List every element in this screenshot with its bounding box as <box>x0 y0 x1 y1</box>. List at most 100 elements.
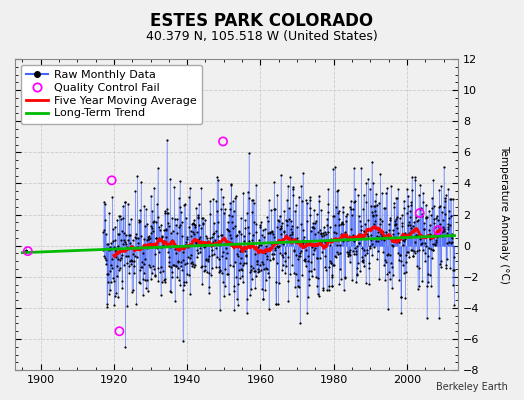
Y-axis label: Temperature Anomaly (°C): Temperature Anomaly (°C) <box>499 145 509 284</box>
Point <box>365 242 374 249</box>
Point <box>304 253 312 259</box>
Point <box>299 240 308 246</box>
Point <box>247 276 256 283</box>
Point <box>397 310 405 316</box>
Point <box>431 241 439 248</box>
Point <box>325 283 333 289</box>
Point <box>310 266 318 272</box>
Point <box>397 294 406 300</box>
Point <box>155 224 163 230</box>
Point <box>285 238 293 244</box>
Point <box>208 247 216 254</box>
Point <box>337 276 345 282</box>
Point <box>138 244 146 251</box>
Point <box>236 214 245 221</box>
Point <box>180 201 188 208</box>
Point <box>388 230 397 237</box>
Point <box>404 203 412 209</box>
Point <box>230 307 238 314</box>
Point <box>449 267 457 273</box>
Point <box>115 266 123 273</box>
Point <box>203 239 211 246</box>
Point <box>329 262 337 269</box>
Point <box>373 233 381 239</box>
Point <box>450 254 458 260</box>
Point <box>437 183 445 189</box>
Point <box>422 315 431 322</box>
Point <box>129 251 137 258</box>
Point <box>145 235 153 242</box>
Point <box>246 263 255 270</box>
Point <box>316 230 325 236</box>
Point <box>377 229 386 235</box>
Point <box>296 253 304 260</box>
Point <box>158 278 166 285</box>
Point <box>155 249 163 256</box>
Point <box>178 248 187 255</box>
Point <box>374 229 382 236</box>
Point <box>303 200 312 206</box>
Point <box>381 205 389 212</box>
Point <box>108 264 116 271</box>
Point <box>348 206 357 212</box>
Point <box>232 274 241 281</box>
Point <box>176 178 184 185</box>
Point <box>239 190 247 196</box>
Point <box>196 245 204 252</box>
Point <box>440 226 448 232</box>
Point <box>246 268 254 275</box>
Point <box>355 212 363 219</box>
Point <box>336 250 344 256</box>
Point <box>368 209 377 216</box>
Point <box>314 229 322 236</box>
Point <box>173 216 181 222</box>
Point <box>379 233 388 240</box>
Point <box>254 244 262 250</box>
Point <box>370 218 379 224</box>
Point <box>205 235 214 241</box>
Point <box>271 247 279 253</box>
Point <box>167 215 176 221</box>
Point <box>219 279 227 285</box>
Point <box>354 260 363 266</box>
Point <box>344 237 352 243</box>
Point <box>435 232 444 238</box>
Point <box>430 203 439 210</box>
Point <box>253 258 261 264</box>
Point <box>387 284 396 291</box>
Point <box>382 190 390 196</box>
Point <box>353 243 362 249</box>
Point <box>338 219 346 226</box>
Point <box>370 202 378 209</box>
Point <box>280 208 288 214</box>
Point <box>193 250 202 256</box>
Point <box>106 246 115 252</box>
Point <box>385 221 393 227</box>
Point <box>126 258 134 265</box>
Point <box>198 281 206 287</box>
Point <box>199 221 208 227</box>
Point <box>197 264 205 270</box>
Point <box>250 250 259 257</box>
Point <box>428 195 436 201</box>
Point <box>235 267 244 273</box>
Point <box>385 268 393 275</box>
Point <box>334 222 343 228</box>
Point <box>157 264 165 270</box>
Point <box>187 228 195 234</box>
Point <box>438 228 446 235</box>
Point <box>413 286 422 292</box>
Point <box>272 279 280 285</box>
Point <box>195 236 203 242</box>
Point <box>425 227 433 233</box>
Point <box>194 200 203 207</box>
Point <box>251 285 259 292</box>
Point <box>398 262 407 268</box>
Point <box>263 214 271 220</box>
Point <box>403 210 411 216</box>
Point <box>227 240 236 246</box>
Point <box>322 231 331 238</box>
Point <box>357 164 366 171</box>
Point <box>410 219 419 226</box>
Point <box>424 208 433 214</box>
